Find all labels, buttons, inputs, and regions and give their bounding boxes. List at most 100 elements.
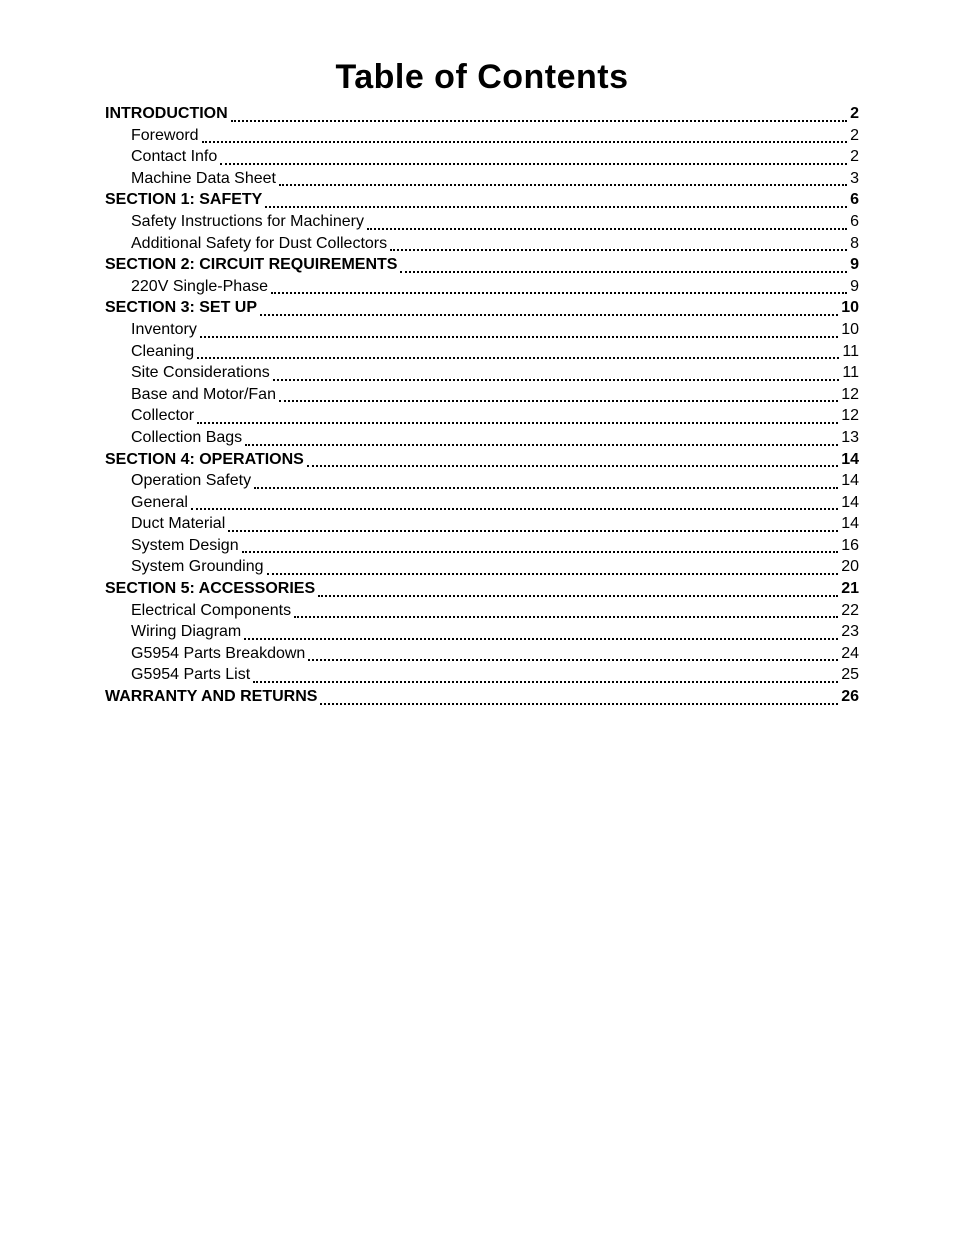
toc-leader xyxy=(400,270,847,273)
toc-entry-label: Inventory xyxy=(131,319,197,341)
toc-entry: Machine Data Sheet 3 xyxy=(131,168,859,190)
toc-entry-label: INTRODUCTION xyxy=(105,103,228,125)
toc-entry: Safety Instructions for Machinery 6 xyxy=(131,211,859,233)
toc-entry-page: 3 xyxy=(850,168,859,190)
toc-entry-label: SECTION 4: OPERATIONS xyxy=(105,449,304,471)
toc-entry-label: SECTION 2: CIRCUIT REQUIREMENTS xyxy=(105,254,397,276)
toc-entry-label: Site Considerations xyxy=(131,362,270,384)
toc-entry-label: SECTION 1: SAFETY xyxy=(105,189,262,211)
toc-leader xyxy=(197,421,838,424)
toc-entry: Operation Safety 14 xyxy=(131,470,859,492)
toc-entry-page: 14 xyxy=(841,492,859,514)
toc-leader xyxy=(202,140,848,143)
toc-entry: Collector 12 xyxy=(131,405,859,427)
toc-entry: General 14 xyxy=(131,492,859,514)
toc-entry-label: System Grounding xyxy=(131,556,264,578)
toc-entry-page: 26 xyxy=(841,686,859,708)
toc-entry-label: Operation Safety xyxy=(131,470,251,492)
toc-entry: Contact Info 2 xyxy=(131,146,859,168)
toc-entry: Foreword 2 xyxy=(131,125,859,147)
toc-leader xyxy=(228,529,838,532)
toc-entry: SECTION 4: OPERATIONS 14 xyxy=(105,449,859,471)
toc-entry-label: General xyxy=(131,492,188,514)
toc-entry-page: 24 xyxy=(841,643,859,665)
toc-entry-page: 9 xyxy=(850,254,859,276)
toc-entry: Cleaning 11 xyxy=(131,341,859,363)
toc-leader xyxy=(318,594,838,597)
toc-entry-label: Electrical Components xyxy=(131,600,291,622)
toc-entry-label: Base and Motor/Fan xyxy=(131,384,276,406)
toc-leader xyxy=(191,507,838,510)
toc-entry-label: SECTION 3: SET UP xyxy=(105,297,257,319)
toc-entry-label: WARRANTY AND RETURNS xyxy=(105,686,317,708)
toc-entry-page: 22 xyxy=(841,600,859,622)
toc-leader xyxy=(320,702,838,705)
toc-entry-label: Machine Data Sheet xyxy=(131,168,276,190)
toc-entry-page: 23 xyxy=(841,621,859,643)
toc-entry-label: Additional Safety for Dust Collectors xyxy=(131,233,387,255)
toc-entry-page: 14 xyxy=(841,513,859,535)
toc-leader xyxy=(245,443,838,446)
toc-entry-page: 25 xyxy=(841,664,859,686)
toc-entry: 220V Single-Phase 9 xyxy=(131,276,859,298)
toc-leader xyxy=(308,658,838,661)
toc-entry: Electrical Components 22 xyxy=(131,600,859,622)
toc-leader xyxy=(271,291,847,294)
toc-entry-label: Collection Bags xyxy=(131,427,242,449)
toc-leader xyxy=(242,550,839,553)
toc-entry-label: Cleaning xyxy=(131,341,194,363)
toc-entry: Base and Motor/Fan 12 xyxy=(131,384,859,406)
toc-leader xyxy=(390,248,847,251)
toc-leader xyxy=(307,464,838,467)
toc-leader xyxy=(220,162,847,165)
toc-leader xyxy=(253,680,838,683)
toc-leader xyxy=(244,637,838,640)
toc-entry: INTRODUCTION 2 xyxy=(105,103,859,125)
toc-leader xyxy=(265,205,847,208)
toc-entry-label: Safety Instructions for Machinery xyxy=(131,211,364,233)
toc-entry: WARRANTY AND RETURNS 26 xyxy=(105,686,859,708)
toc-entry-label: G5954 Parts List xyxy=(131,664,250,686)
toc-entry-page: 14 xyxy=(841,449,859,471)
toc-entry-label: Duct Material xyxy=(131,513,225,535)
toc-entry-label: 220V Single-Phase xyxy=(131,276,268,298)
document-title: Table of Contents xyxy=(105,58,859,97)
toc-leader xyxy=(197,356,839,359)
toc-leader xyxy=(260,313,838,316)
toc-leader xyxy=(200,335,838,338)
toc-entry-page: 12 xyxy=(841,405,859,427)
toc-entry: SECTION 2: CIRCUIT REQUIREMENTS 9 xyxy=(105,254,859,276)
toc-entry-page: 2 xyxy=(850,146,859,168)
toc-entry: System Grounding 20 xyxy=(131,556,859,578)
toc-entry: G5954 Parts Breakdown 24 xyxy=(131,643,859,665)
toc-entry-page: 13 xyxy=(841,427,859,449)
toc-entry-label: Collector xyxy=(131,405,194,427)
toc-entry: System Design 16 xyxy=(131,535,859,557)
toc-leader xyxy=(367,227,847,230)
toc-entry-page: 12 xyxy=(841,384,859,406)
toc-entry-page: 6 xyxy=(850,189,859,211)
toc-entry-page: 20 xyxy=(841,556,859,578)
table-of-contents: INTRODUCTION 2 Foreword 2 Contact Info 2… xyxy=(105,103,859,708)
toc-entry: Duct Material 14 xyxy=(131,513,859,535)
toc-entry: Site Considerations 11 xyxy=(131,362,859,384)
toc-entry: SECTION 3: SET UP 10 xyxy=(105,297,859,319)
toc-entry-page: 6 xyxy=(850,211,859,233)
toc-entry-label: Wiring Diagram xyxy=(131,621,241,643)
toc-entry-page: 2 xyxy=(850,125,859,147)
toc-entry: SECTION 5: ACCESSORIES 21 xyxy=(105,578,859,600)
toc-leader xyxy=(231,119,847,122)
toc-entry-page: 10 xyxy=(841,297,859,319)
toc-entry-label: System Design xyxy=(131,535,239,557)
toc-entry: G5954 Parts List 25 xyxy=(131,664,859,686)
toc-entry: Wiring Diagram 23 xyxy=(131,621,859,643)
toc-entry-page: 11 xyxy=(842,362,859,384)
toc-leader xyxy=(267,572,839,575)
toc-entry-page: 16 xyxy=(841,535,859,557)
toc-leader xyxy=(294,615,838,618)
toc-leader xyxy=(273,378,840,381)
toc-entry-page: 8 xyxy=(850,233,859,255)
toc-entry-page: 2 xyxy=(850,103,859,125)
toc-leader xyxy=(279,399,838,402)
toc-entry-page: 21 xyxy=(841,578,859,600)
